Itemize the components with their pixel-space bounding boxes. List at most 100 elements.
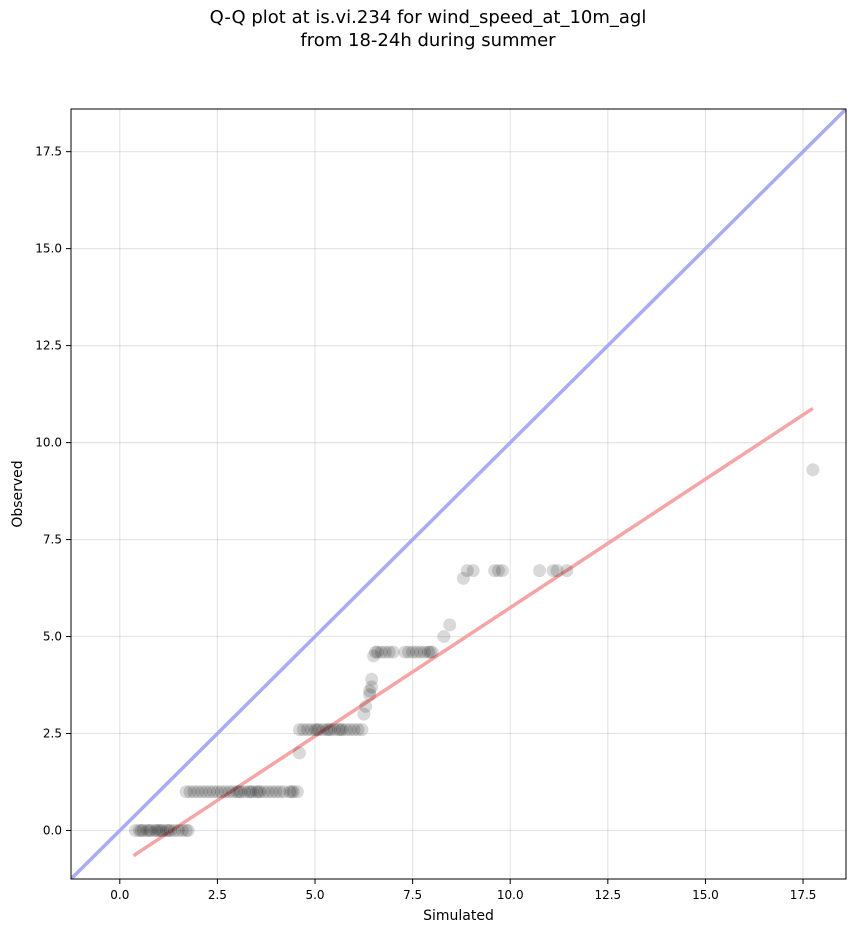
- x-tick-label-6: 15.0: [692, 888, 719, 902]
- data-point: [273, 785, 287, 799]
- data-point: [292, 746, 306, 760]
- data-point: [214, 785, 228, 799]
- data-point: [265, 785, 279, 799]
- data-point: [367, 649, 381, 663]
- data-point: [164, 824, 178, 838]
- data-point: [218, 785, 232, 799]
- data-point: [285, 785, 299, 799]
- data-point: [806, 463, 820, 477]
- data-point: [140, 824, 154, 838]
- data-point: [402, 645, 416, 659]
- identity-line: [71, 109, 846, 879]
- x-tick-label-1: 2.5: [208, 888, 227, 902]
- data-point: [210, 785, 224, 799]
- data-point: [292, 723, 306, 737]
- data-point: [310, 723, 324, 737]
- x-tick-label-5: 12.5: [594, 888, 621, 902]
- data-point: [369, 645, 383, 659]
- scatter-points: [128, 463, 820, 838]
- data-point: [246, 785, 260, 799]
- data-point: [386, 645, 400, 659]
- data-point: [417, 645, 431, 659]
- data-point: [150, 824, 164, 838]
- data-point: [437, 630, 451, 644]
- x-tick-label-0: 0.0: [110, 888, 129, 902]
- data-point: [199, 785, 213, 799]
- data-point: [365, 680, 379, 694]
- data-point: [207, 785, 221, 799]
- data-point: [234, 785, 248, 799]
- data-point: [466, 564, 480, 578]
- data-point: [546, 564, 560, 578]
- data-point: [226, 785, 240, 799]
- data-point: [365, 672, 379, 686]
- data-point: [187, 785, 201, 799]
- data-point: [232, 785, 246, 799]
- data-point: [222, 785, 236, 799]
- data-point: [347, 723, 361, 737]
- data-point: [492, 564, 506, 578]
- data-point: [423, 645, 437, 659]
- data-point: [203, 785, 217, 799]
- x-axis-label: Simulated: [423, 908, 494, 924]
- data-point: [382, 645, 396, 659]
- data-point: [533, 564, 547, 578]
- data-point: [277, 785, 291, 799]
- data-point: [320, 723, 334, 737]
- data-point: [378, 645, 392, 659]
- data-point: [363, 688, 377, 702]
- data-point: [195, 785, 209, 799]
- data-point: [244, 785, 258, 799]
- data-point: [132, 824, 146, 838]
- y-tick-label-6: 15.0: [35, 242, 62, 256]
- data-point: [253, 785, 267, 799]
- data-point: [136, 824, 150, 838]
- data-point: [134, 824, 148, 838]
- data-point: [456, 571, 470, 585]
- data-point: [261, 785, 275, 799]
- data-point: [148, 824, 162, 838]
- x-tick-label-4: 10.0: [497, 888, 524, 902]
- data-point: [152, 824, 166, 838]
- data-point: [251, 785, 265, 799]
- data-point: [328, 723, 342, 737]
- x-tick-label-3: 7.5: [403, 888, 422, 902]
- data-point: [488, 564, 502, 578]
- data-point: [331, 723, 345, 737]
- data-point: [357, 707, 371, 721]
- data-point: [296, 723, 310, 737]
- data-point: [495, 564, 509, 578]
- data-point: [269, 785, 283, 799]
- data-point: [324, 723, 338, 737]
- data-point: [142, 824, 156, 838]
- data-point: [410, 645, 424, 659]
- chart-title-line-2: from 18-24h during summer: [300, 30, 556, 51]
- data-point: [181, 824, 195, 838]
- data-point: [413, 645, 427, 659]
- data-point: [162, 824, 176, 838]
- grid-lines: [71, 109, 846, 879]
- data-point: [443, 618, 457, 632]
- data-point: [421, 645, 435, 659]
- x-tick-label-2: 5.0: [305, 888, 324, 902]
- data-point: [238, 785, 252, 799]
- data-point: [290, 785, 304, 799]
- data-point: [287, 785, 301, 799]
- data-point: [257, 785, 271, 799]
- data-point: [316, 723, 330, 737]
- y-tick-label-2: 5.0: [43, 630, 62, 644]
- chart-title: Q-Q plot at is.vi.234 for wind_speed_at_…: [0, 6, 856, 52]
- y-tick-label-5: 12.5: [35, 339, 62, 353]
- data-point: [300, 723, 314, 737]
- data-point: [144, 824, 158, 838]
- data-point: [179, 824, 193, 838]
- data-point: [550, 564, 564, 578]
- data-point: [560, 564, 574, 578]
- data-point: [370, 645, 384, 659]
- y-axis-label: Observed: [10, 460, 26, 527]
- data-point: [191, 785, 205, 799]
- data-point: [322, 723, 336, 737]
- data-point: [351, 723, 365, 737]
